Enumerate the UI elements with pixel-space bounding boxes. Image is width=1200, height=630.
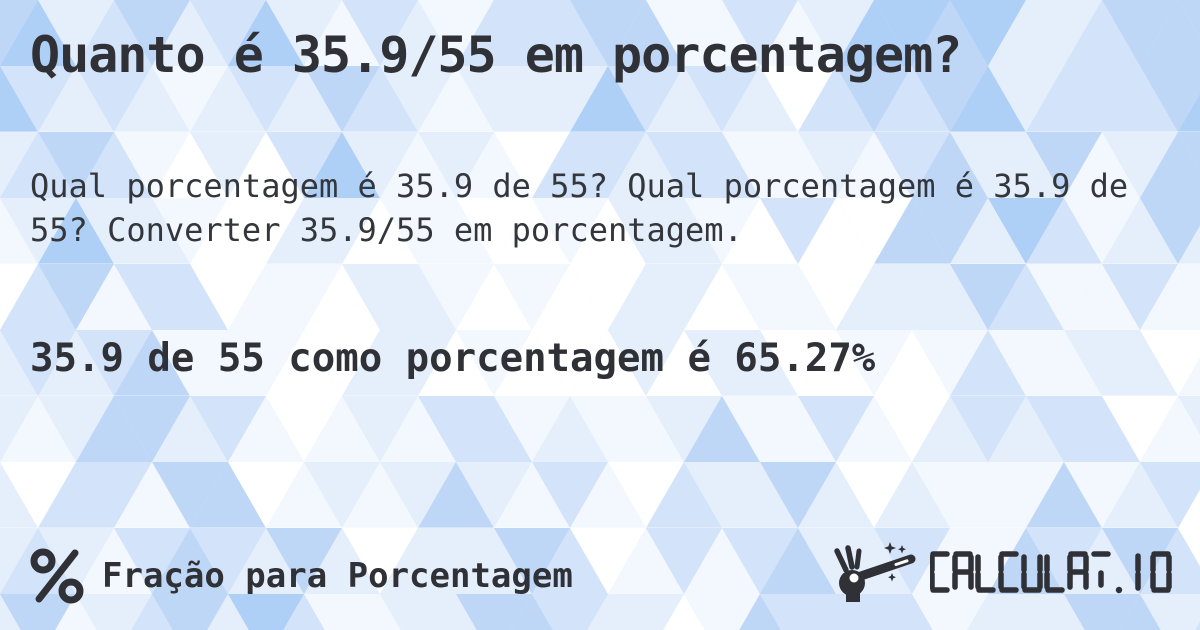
- answer-text: 35.9 de 55 como porcentagem é 65.27%: [30, 336, 876, 381]
- percent-icon: [30, 548, 84, 604]
- magic-wand-icon: [834, 542, 916, 602]
- question-text: Qual porcentagem é 35.9 de 55? Qual porc…: [30, 167, 1129, 249]
- brand-wordmark: [930, 551, 1172, 594]
- category-footer: Fração para Porcentagem: [30, 544, 573, 608]
- category-label: Fração para Porcentagem: [102, 556, 573, 596]
- page-title: Quanto é 35.9/55 em porcentagem?: [30, 26, 962, 84]
- brand-logo: [826, 542, 1174, 606]
